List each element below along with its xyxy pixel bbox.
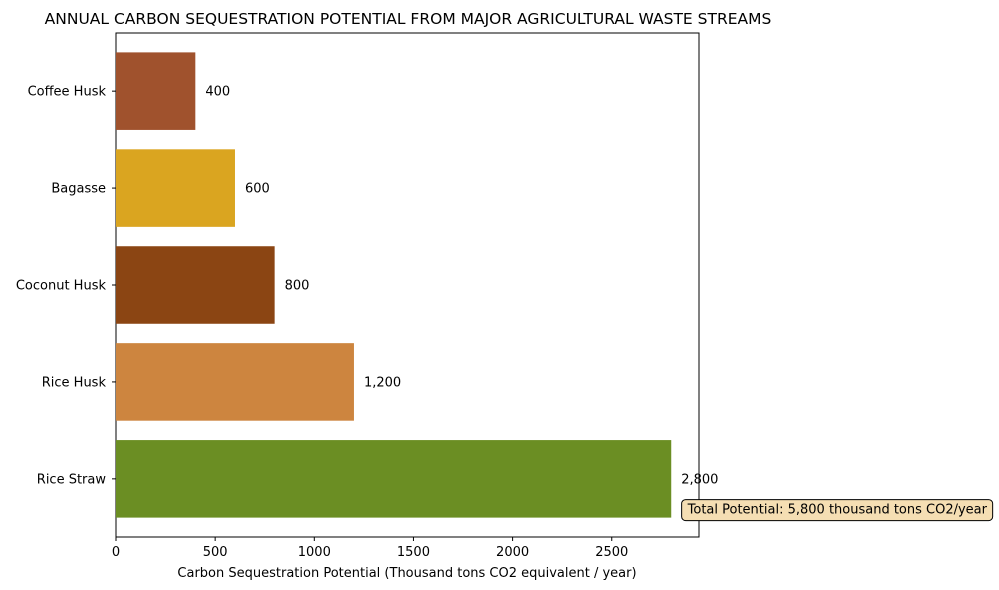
x-tick-label-1500: 1500 bbox=[397, 545, 430, 560]
y-tick-label-rice-straw: Rice Straw bbox=[37, 472, 107, 487]
bar-coffee-husk bbox=[116, 52, 196, 130]
data-label-coffee-husk: 400 bbox=[205, 85, 230, 100]
total-annotation: Total Potential: 5,800 thousand tons CO2… bbox=[681, 499, 994, 522]
bar-rice-husk bbox=[116, 343, 354, 421]
x-axis-ticks: 0 500 1000 1500 2000 2500 bbox=[112, 537, 628, 560]
data-label-bagasse: 600 bbox=[245, 182, 270, 197]
y-tick-label-bagasse: Bagasse bbox=[51, 182, 106, 197]
x-tick-label-2500: 2500 bbox=[595, 545, 628, 560]
bar-rice-straw bbox=[116, 440, 672, 518]
x-tick-label-1000: 1000 bbox=[298, 545, 331, 560]
y-tick-labels: Coffee Husk Bagasse Coconut Husk Rice Husk R… bbox=[16, 85, 116, 487]
annotation-box bbox=[681, 499, 994, 522]
y-tick-label-rice-husk: Rice Husk bbox=[42, 375, 107, 390]
x-tick-label-2000: 2000 bbox=[496, 545, 529, 560]
chart-title: ANNUAL CARBON SEQUESTRATION POTENTIAL FR… bbox=[45, 10, 772, 28]
data-labels: 400 600 800 1,200 2,800 bbox=[205, 85, 718, 488]
x-axis-label: Carbon Sequestration Potential (Thousand… bbox=[177, 566, 636, 581]
x-tick-label-500: 500 bbox=[203, 545, 228, 560]
bar-coconut-husk bbox=[116, 246, 275, 324]
x-tick-label-0: 0 bbox=[112, 545, 120, 560]
annotation-text: Total Potential: 5,800 thousand tons CO2… bbox=[687, 503, 988, 518]
y-tick-label-coconut-husk: Coconut Husk bbox=[16, 279, 107, 294]
data-label-rice-husk: 1,200 bbox=[364, 375, 401, 390]
data-label-coconut-husk: 800 bbox=[285, 279, 310, 294]
bar-group bbox=[116, 52, 672, 518]
data-label-rice-straw: 2,800 bbox=[681, 472, 718, 487]
bar-bagasse bbox=[116, 149, 235, 227]
y-tick-label-coffee-husk: Coffee Husk bbox=[28, 85, 107, 100]
